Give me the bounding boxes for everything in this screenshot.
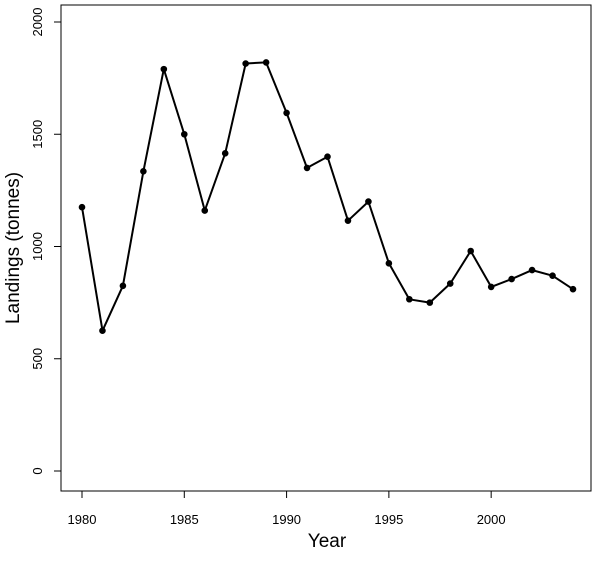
data-point [467,247,475,255]
data-point [262,59,270,66]
data-point [344,217,352,224]
y-tick-label: 500 [30,348,45,370]
y-tick-label: 0 [30,467,45,474]
x-tick-label: 1995 [374,512,403,527]
data-point [99,327,106,334]
data-point [569,285,577,293]
data-point [508,275,515,283]
y-tick-label: 1500 [30,120,45,149]
y-tick-label: 1000 [30,232,45,261]
y-tick-label: 2000 [30,8,45,37]
data-point [426,299,434,306]
data-point [365,198,372,205]
y-axis-title: Landings (tonnes) [3,172,24,324]
data-point [221,150,229,157]
x-axis-ticks: 1980 1985 1990 1995 2000 [68,491,506,527]
y-axis-ticks: 0 500 1000 1500 2000 [30,8,61,475]
data-point [283,109,290,117]
data-point [119,282,127,290]
data-point [406,295,413,303]
plot-frame [60,4,592,492]
x-axis-title: Year [308,531,347,552]
data-point [201,207,209,214]
data-point [242,60,249,67]
data-point [549,272,556,279]
x-tick-label: 1990 [272,512,301,527]
data-point [140,167,147,175]
data-point [385,260,393,267]
data-point [303,164,311,172]
x-tick-label: 1980 [68,512,97,527]
data-point [487,283,495,291]
data-point [324,153,331,160]
series-line-landings [81,61,574,332]
data-points [78,59,577,334]
data-point [446,280,454,287]
data-point [160,65,168,73]
x-tick-label: 1985 [170,512,199,527]
data-point [78,203,86,211]
data-point [528,266,536,274]
data-point [180,130,188,138]
x-tick-label: 2000 [477,512,506,527]
